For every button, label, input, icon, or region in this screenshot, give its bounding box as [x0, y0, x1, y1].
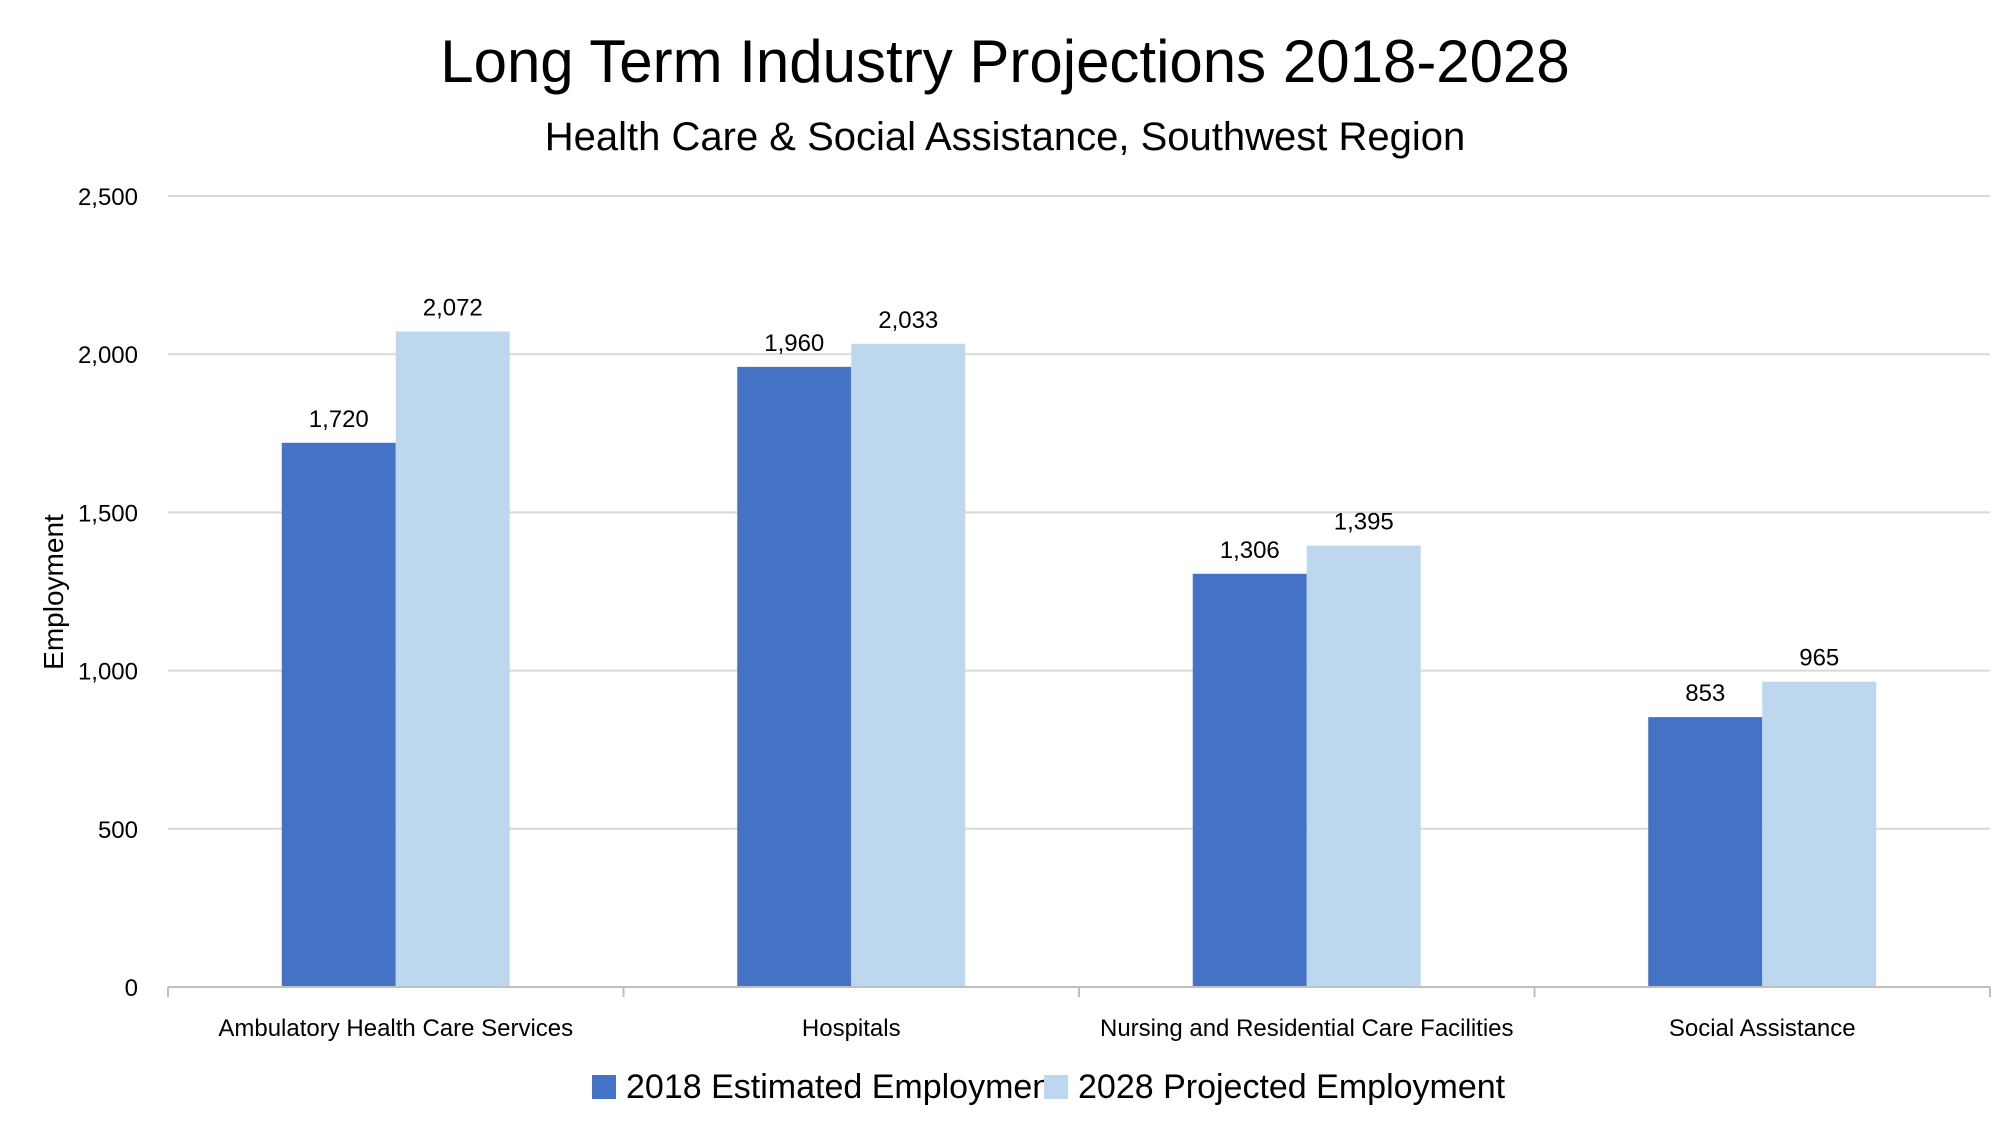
y-tick-label: 500	[98, 817, 138, 844]
data-label: 2,033	[878, 307, 938, 334]
chart-subtitle: Health Care & Social Assistance, Southwe…	[545, 115, 1466, 159]
y-tick-label: 1,500	[78, 500, 138, 527]
bar	[1192, 573, 1307, 987]
x-tick-label: Hospitals	[802, 1015, 901, 1042]
x-tick-label: Nursing and Residential Care Facilities	[1100, 1015, 1514, 1042]
data-label: 853	[1685, 680, 1725, 707]
data-label: 1,306	[1220, 537, 1280, 564]
y-tick-label: 0	[125, 975, 138, 1002]
bar	[851, 343, 966, 987]
x-tick-label: Social Assistance	[1669, 1015, 1856, 1042]
bar	[395, 331, 510, 987]
legend-label: 2028 Projected Employment	[1078, 1068, 1506, 1106]
bar	[1648, 717, 1763, 987]
bars: 1,720 2,072 1,960 2,033 1,306 1,395 853 965	[281, 294, 1877, 988]
axes: 0 500 1,000 1,500 2,000 2,500 Ambulatory Healt…	[78, 184, 1991, 1042]
data-label: 965	[1799, 645, 1839, 672]
legend-label: 2018 Estimated Employment	[626, 1068, 1061, 1106]
x-tick-label: Ambulatory Health Care Services	[218, 1015, 573, 1042]
bar	[1762, 681, 1877, 987]
legend: 2018 Estimated Employment 2028 Projected …	[592, 1068, 1506, 1106]
legend-swatch	[592, 1075, 616, 1099]
bar	[737, 366, 852, 988]
legend-swatch	[1044, 1075, 1068, 1099]
data-label: 2,072	[423, 294, 483, 321]
y-axis-label: Employment	[38, 514, 69, 670]
y-tick-label: 2,500	[78, 184, 138, 211]
chart-title: Long Term Industry Projections 2018-2028	[440, 28, 1570, 95]
y-tick-label: 2,000	[78, 342, 138, 369]
data-label: 1,720	[309, 406, 369, 433]
bar	[1306, 545, 1421, 987]
bar	[281, 442, 396, 987]
data-label: 1,395	[1334, 509, 1394, 536]
y-tick-label: 1,000	[78, 659, 138, 686]
data-label: 1,960	[764, 330, 824, 357]
